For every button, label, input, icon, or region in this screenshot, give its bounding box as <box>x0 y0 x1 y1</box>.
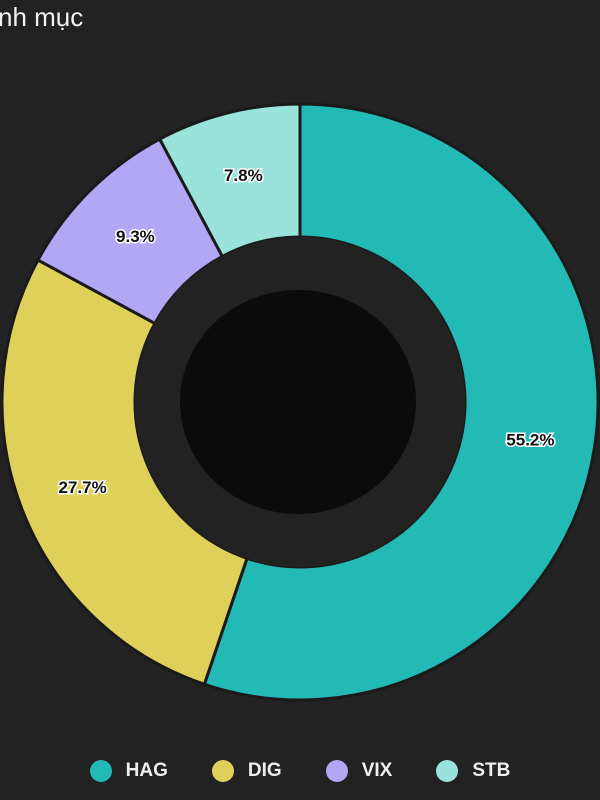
legend-label-stb: STB <box>472 760 511 781</box>
legend-item-vix[interactable]: VIX <box>325 760 393 782</box>
legend-dot-hag <box>89 760 112 782</box>
legend-label-dig: DIG <box>247 760 282 781</box>
legend-label-hag: HAG <box>125 760 168 781</box>
center-dark-blob <box>180 290 416 514</box>
page-title: nh mục <box>0 2 84 32</box>
legend-item-hag[interactable]: HAG <box>89 760 168 782</box>
legend-dot-vix <box>325 760 348 782</box>
legend-dot-stb <box>436 760 459 782</box>
legend-label-vix: VIX <box>361 760 393 781</box>
legend-item-stb[interactable]: STB <box>436 760 510 782</box>
slice-label-hag: 55.2% <box>506 430 554 449</box>
slice-label-vix: 9.3% <box>116 227 155 246</box>
donut-chart: 55.2% 27.7% 9.3% 7.8% <box>0 102 600 702</box>
chart-legend: HAG DIG VIX STB <box>0 756 600 786</box>
legend-item-dig[interactable]: DIG <box>211 760 282 782</box>
slice-hag[interactable] <box>202 102 600 702</box>
legend-dot-dig <box>211 760 234 782</box>
slice-label-dig: 27.7% <box>59 478 107 497</box>
slice-label-stb: 7.8% <box>224 166 263 185</box>
